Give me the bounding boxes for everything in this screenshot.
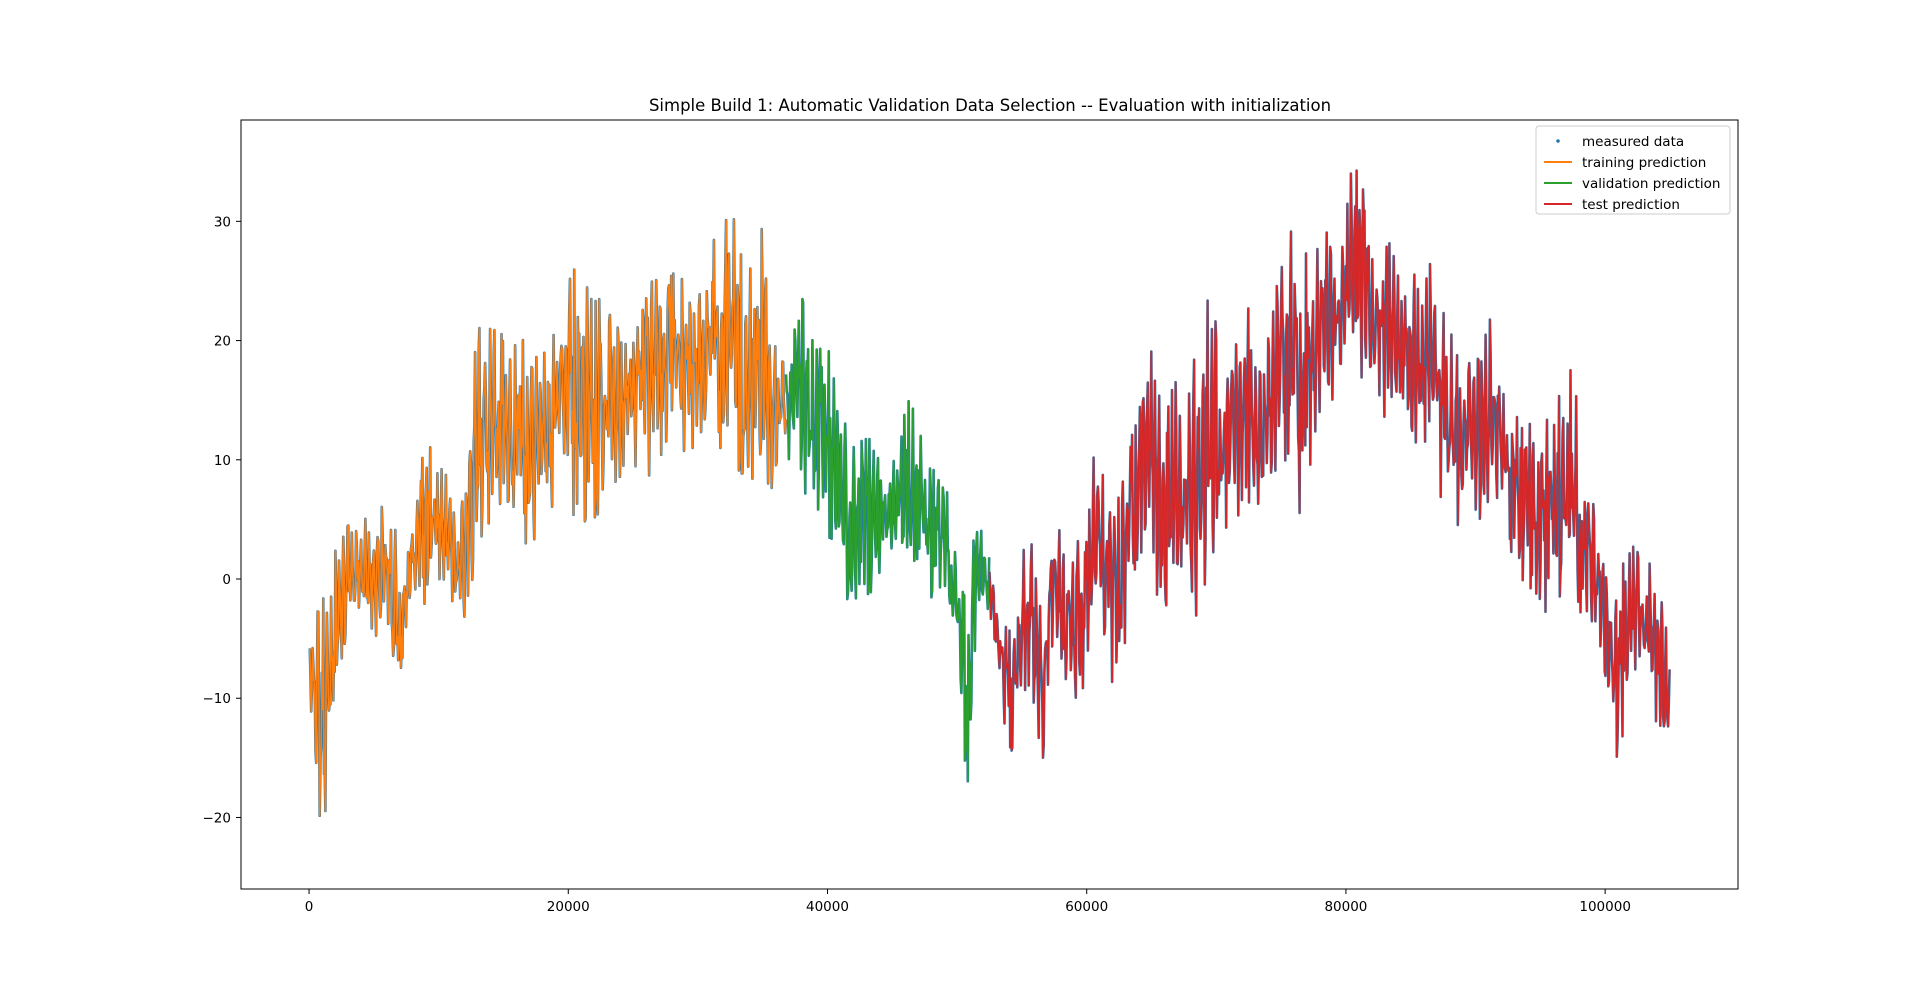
series-test-prediction: [988, 169, 1671, 759]
x-tick-label: 80000: [1324, 899, 1367, 915]
y-tick-label: 30: [214, 214, 231, 230]
legend-item: measured data: [1556, 134, 1684, 150]
y-tick-label: 10: [214, 453, 231, 469]
legend: measured data training prediction validati…: [1535, 125, 1731, 215]
x-tick-label: 20000: [547, 899, 590, 915]
x-tick-label: 60000: [1065, 899, 1108, 915]
legend-item: validation prediction: [1544, 176, 1721, 192]
chart-title: Simple Build 1: Automatic Validation Dat…: [649, 96, 1331, 115]
y-tick-label: −10: [203, 691, 232, 707]
prediction-line: [988, 169, 1671, 759]
legend-point-marker: [1556, 139, 1560, 143]
axes-frame: [240, 119, 1739, 890]
series-validation-prediction: [784, 297, 991, 783]
x-tick-label: 100000: [1579, 899, 1631, 915]
prediction-line: [785, 298, 991, 783]
prediction-line: [308, 218, 787, 817]
legend-item: training prediction: [1544, 155, 1706, 171]
series-layer: [308, 169, 1671, 817]
legend-label: training prediction: [1582, 155, 1706, 171]
legend-label: test prediction: [1582, 197, 1680, 213]
y-tick-label: 0: [222, 572, 231, 588]
x-tick-label: 40000: [806, 899, 849, 915]
legend-item: test prediction: [1544, 197, 1680, 213]
series-training-prediction: [308, 218, 788, 817]
legend-label: measured data: [1582, 134, 1684, 150]
y-tick-label: 20: [214, 334, 231, 350]
x-tick-label: 0: [305, 899, 314, 915]
y-tick-label: −20: [203, 810, 232, 826]
legend-label: validation prediction: [1582, 176, 1721, 192]
axes-layer: 0 20000 40000 60000 80000 100000 −20 −10 0 10 20 30: [203, 119, 1739, 915]
legend-box: [1535, 125, 1731, 215]
